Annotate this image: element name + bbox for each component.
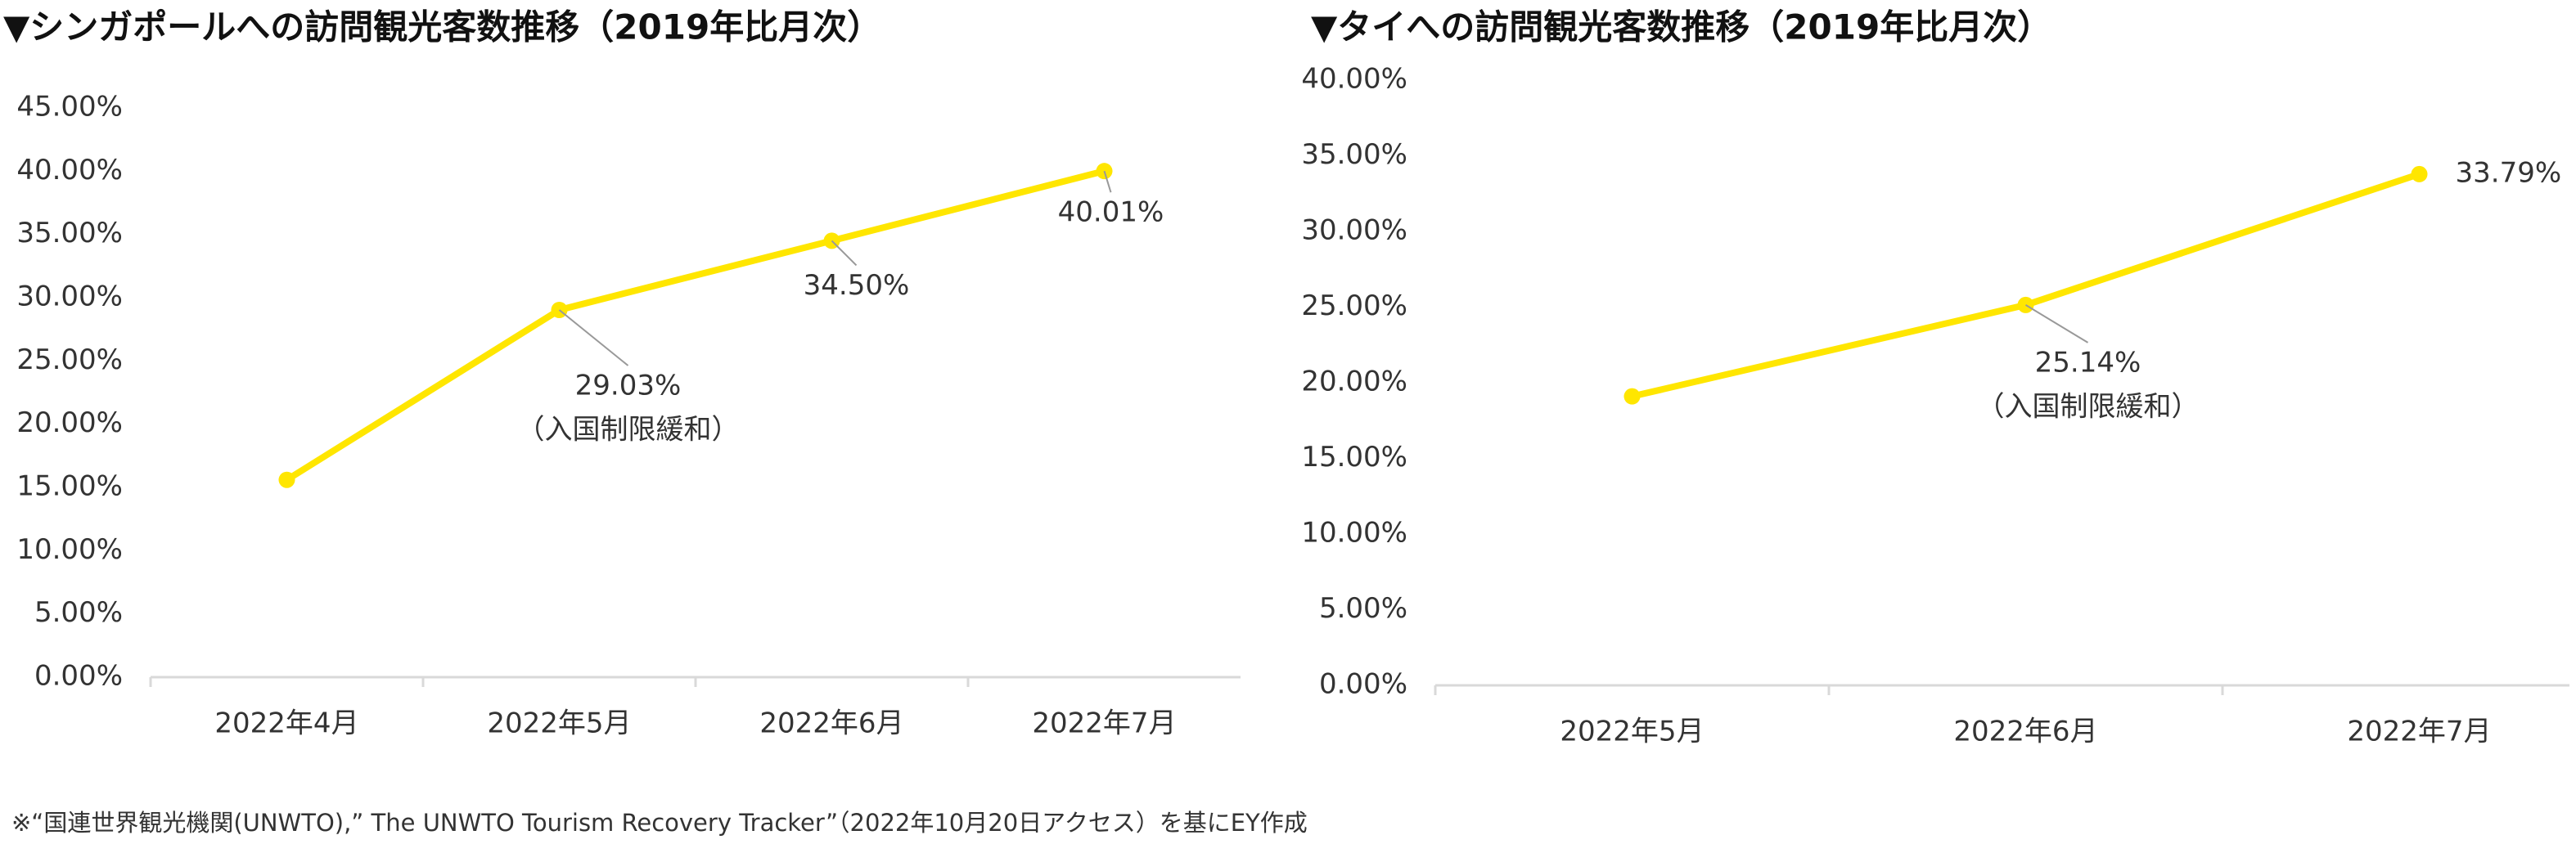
data-label: 34.50% <box>804 269 910 302</box>
x-tick-label: 2022年6月 <box>759 707 903 740</box>
y-tick-label: 35.00% <box>1301 138 1407 171</box>
x-tick-label: 2022年5月 <box>1560 716 1704 748</box>
chart-title: ▼タイへの訪問観光客数推移（2019年比月次） <box>1311 7 2051 47</box>
data-label: 25.14% <box>2035 346 2141 379</box>
leader-line <box>831 240 858 267</box>
data-label: 33.79% <box>2456 156 2562 189</box>
y-tick-label: 15.00% <box>1301 441 1407 474</box>
footnote: ※“国連世界観光機関(UNWTO),” The UNWTO Tourism Re… <box>11 809 1308 837</box>
y-tick-label: 5.00% <box>1319 592 1407 625</box>
y-tick-label: 20.00% <box>16 406 123 439</box>
leader-line <box>2024 304 2089 343</box>
data-label: 29.03% <box>575 370 682 402</box>
y-tick-label: 15.00% <box>16 470 123 503</box>
y-tick-label: 40.00% <box>16 154 123 186</box>
y-tick-label: 35.00% <box>16 217 123 249</box>
x-tick-label: 2022年4月 <box>214 707 358 740</box>
y-tick-label: 30.00% <box>16 281 123 313</box>
annotation: （入国制限緩和） <box>1977 390 2200 423</box>
x-tick-label: 2022年7月 <box>2347 716 2491 748</box>
data-line <box>1631 171 2421 400</box>
leader-line <box>558 309 629 366</box>
x-tick-label: 2022年5月 <box>487 707 631 740</box>
annotation: （入国制限緩和） <box>517 414 740 447</box>
data-label: 40.01% <box>1058 196 1164 229</box>
data-point <box>2411 165 2428 182</box>
data-line <box>285 168 1106 483</box>
x-tick-label: 2022年6月 <box>1953 716 2097 748</box>
chart-title: ▼シンガポールへの訪問観光客数推移（2019年比月次） <box>3 7 881 47</box>
y-tick-label: 0.00% <box>34 660 123 693</box>
data-point <box>1624 388 1641 405</box>
leader-line <box>1103 170 1112 193</box>
y-tick-label: 0.00% <box>1319 668 1407 701</box>
y-tick-label: 45.00% <box>16 91 123 123</box>
data-point <box>278 471 295 488</box>
x-tick-label: 2022年7月 <box>1032 707 1176 740</box>
y-tick-label: 5.00% <box>34 596 123 629</box>
y-tick-label: 25.00% <box>16 343 123 376</box>
y-tick-label: 25.00% <box>1301 290 1407 322</box>
y-tick-label: 20.00% <box>1301 366 1407 398</box>
y-tick-label: 40.00% <box>1301 63 1407 96</box>
y-tick-label: 30.00% <box>1301 214 1407 247</box>
y-tick-label: 10.00% <box>16 533 123 566</box>
y-tick-label: 10.00% <box>1301 517 1407 550</box>
